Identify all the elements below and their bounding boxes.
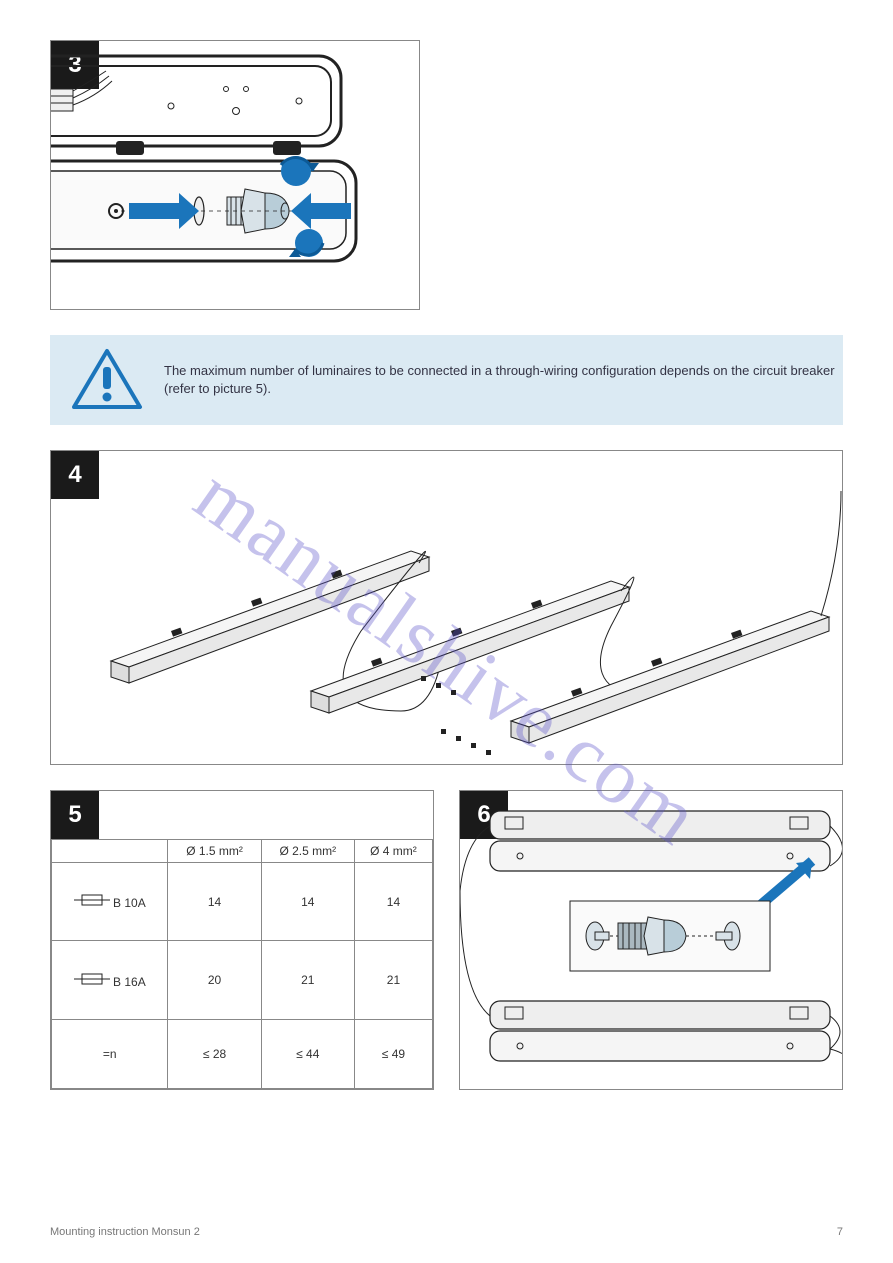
caution-banner: The maximum number of luminaires to be c… <box>50 335 843 425</box>
warning-icon <box>70 347 144 413</box>
table-row-label: B 10A <box>52 863 168 941</box>
table-cell: 14 <box>168 863 261 941</box>
row-label-text: B 10A <box>113 896 146 910</box>
table-row: B 10A 14 14 14 <box>52 863 433 941</box>
table-header-cell: Ø 4 mm² <box>354 840 432 863</box>
table-header-cell <box>52 840 168 863</box>
table-cell: ≤ 44 <box>261 1019 354 1088</box>
table-header-cell: Ø 2.5 mm² <box>261 840 354 863</box>
table-header-cell: Ø 1.5 mm² <box>168 840 261 863</box>
caution-text: The maximum number of luminaires to be c… <box>164 362 843 398</box>
step-number-box: 5 <box>51 791 99 839</box>
table-cell: 21 <box>261 941 354 1019</box>
table-row: =n ≤ 28 ≤ 44 ≤ 49 <box>52 1019 433 1088</box>
page: 3 <box>0 0 893 1263</box>
table-row: B 16A 20 21 21 <box>52 941 433 1019</box>
table-row-label: =n <box>52 1019 168 1088</box>
panel-step-5: 5 Ø 1.5 mm² Ø 2.5 mm² Ø 4 mm² <box>50 790 434 1090</box>
footer-title: Mounting instruction Monsun 2 <box>50 1226 200 1238</box>
fuse-icon <box>74 972 110 989</box>
table-cell: 20 <box>168 941 261 1019</box>
table-header-row: Ø 1.5 mm² Ø 2.5 mm² Ø 4 mm² <box>52 840 433 863</box>
breaker-table: Ø 1.5 mm² Ø 2.5 mm² Ø 4 mm² B 10A 14 <box>51 839 433 1089</box>
table-row-label: B 16A <box>52 941 168 1019</box>
table-cell: ≤ 28 <box>168 1019 261 1088</box>
table-cell: 14 <box>261 863 354 941</box>
diagram-step6 <box>460 791 843 1090</box>
page-number: 7 <box>837 1226 843 1238</box>
row-label-text: B 16A <box>113 975 146 989</box>
panel-step-3: 3 <box>50 40 420 310</box>
table-cell: ≤ 49 <box>354 1019 432 1088</box>
table-cell: 21 <box>354 941 432 1019</box>
page-footer: Mounting instruction Monsun 2 7 <box>50 1226 843 1238</box>
fuse-icon <box>74 893 110 910</box>
panel-step-4: 4 <box>50 450 843 765</box>
step-number: 5 <box>68 801 81 829</box>
diagram-step3 <box>51 41 420 310</box>
table-cell: 14 <box>354 863 432 941</box>
row-steps-5-6: 5 Ø 1.5 mm² Ø 2.5 mm² Ø 4 mm² <box>50 790 843 1090</box>
panel-step-6: 6 <box>459 790 843 1090</box>
diagram-step4 <box>51 451 843 765</box>
